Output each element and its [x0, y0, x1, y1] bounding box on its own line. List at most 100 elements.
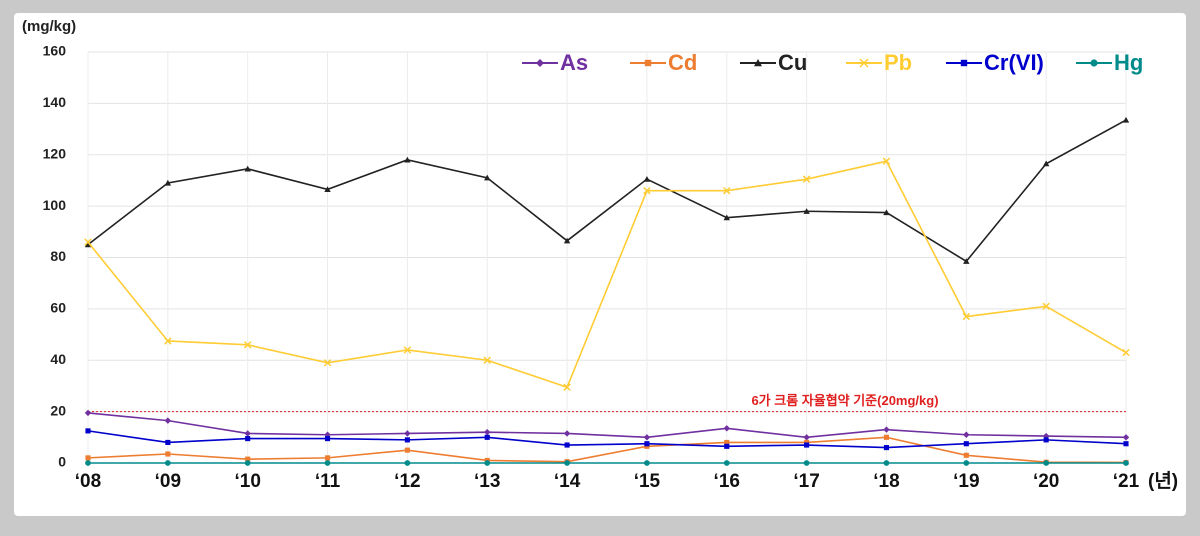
- series-line: [87, 119, 1127, 263]
- marker: [804, 442, 810, 448]
- grid: 0 20 40 60 80 100 120 140 160 ‘08 ‘09 ‘10 ‘11 ‘12 ‘13 ‘…: [43, 43, 1179, 492]
- marker: [882, 157, 891, 165]
- marker: [244, 430, 251, 437]
- marker: [324, 186, 331, 192]
- legend-label: Cr(VI): [984, 50, 1044, 75]
- marker: [403, 346, 412, 354]
- marker: [484, 174, 491, 181]
- marker: [643, 434, 651, 441]
- marker: [324, 460, 331, 466]
- x-tick-label: ‘19: [953, 471, 979, 492]
- legend-label: As: [560, 50, 588, 75]
- marker: [1123, 441, 1129, 447]
- y-tick-label: 40: [50, 351, 66, 367]
- marker: [723, 460, 730, 466]
- marker: [404, 430, 411, 437]
- y-axis-label: (mg/kg): [22, 18, 76, 35]
- marker: [1090, 59, 1098, 67]
- marker: [754, 59, 762, 67]
- marker: [85, 460, 91, 466]
- marker: [643, 175, 651, 182]
- marker: [644, 460, 650, 466]
- marker: [404, 460, 411, 466]
- marker: [723, 186, 731, 195]
- marker: [164, 460, 171, 466]
- marker: [883, 434, 890, 440]
- x-tick-label: ‘21: [1113, 471, 1140, 492]
- x-tick-label: ‘16: [714, 471, 740, 492]
- y-tick-label: 100: [43, 197, 67, 213]
- marker: [1123, 460, 1129, 466]
- marker: [883, 426, 890, 433]
- y-tick-label: 160: [43, 43, 67, 59]
- marker: [164, 337, 172, 345]
- chart-panel: [14, 13, 1186, 516]
- marker: [1043, 437, 1049, 443]
- marker: [724, 439, 730, 446]
- marker: [243, 341, 252, 349]
- marker: [883, 460, 890, 466]
- marker: [963, 460, 970, 466]
- reference-label: 6가 크롬 자율협약 기준(20mg/kg): [751, 393, 938, 408]
- legend-label: Hg: [1114, 50, 1143, 75]
- marker: [164, 179, 172, 186]
- marker: [564, 460, 570, 466]
- marker: [644, 443, 650, 449]
- marker: [484, 434, 490, 440]
- marker: [724, 443, 730, 449]
- x-tick-label: ‘12: [394, 471, 420, 492]
- marker: [244, 165, 251, 172]
- marker: [483, 356, 491, 364]
- y-tick-label: 0: [58, 454, 66, 470]
- marker: [404, 447, 410, 453]
- y-tick-label: 20: [50, 402, 66, 418]
- marker: [803, 434, 810, 441]
- marker: [404, 437, 410, 443]
- marker: [536, 59, 544, 67]
- marker: [85, 428, 91, 434]
- y-tick-label: 60: [50, 300, 66, 316]
- marker: [643, 186, 651, 195]
- series-line: [87, 436, 1127, 464]
- series-line: [87, 412, 1127, 439]
- marker: [804, 439, 810, 446]
- legend-label: Cu: [778, 50, 807, 75]
- plot-area: 6가 크롬 자율협약 기준(20mg/kg): [84, 116, 1130, 466]
- marker: [1122, 348, 1130, 357]
- marker: [245, 456, 251, 462]
- x-axis-label: (년): [1148, 470, 1178, 492]
- x-tick-label: ‘14: [554, 471, 581, 492]
- marker: [1043, 460, 1050, 466]
- marker: [960, 59, 968, 67]
- x-tick-label: ‘08: [75, 471, 101, 492]
- marker: [962, 312, 971, 321]
- marker: [803, 460, 810, 466]
- marker: [1122, 434, 1130, 441]
- marker: [324, 455, 331, 461]
- legend: As Cd Cu Pb Cr(VI) Hg: [522, 50, 1143, 75]
- marker: [484, 428, 491, 436]
- marker: [484, 460, 491, 466]
- marker: [963, 431, 970, 438]
- marker: [883, 445, 890, 451]
- y-tick-label: 120: [43, 145, 67, 161]
- marker: [723, 425, 730, 432]
- x-tick-label: ‘18: [873, 471, 899, 492]
- legend-label: Cd: [668, 50, 697, 75]
- x-tick-label: ‘17: [793, 471, 819, 492]
- marker: [84, 241, 92, 248]
- series-line: [87, 160, 1127, 389]
- legend-label: Pb: [884, 50, 912, 75]
- marker: [245, 436, 251, 442]
- x-tick-label: ‘10: [234, 471, 260, 492]
- marker: [723, 214, 730, 221]
- y-tick-label: 80: [50, 248, 66, 264]
- marker: [165, 439, 171, 446]
- marker: [323, 359, 332, 367]
- marker: [963, 452, 969, 458]
- marker: [803, 208, 810, 214]
- x-tick-label: ‘13: [474, 471, 500, 492]
- marker: [324, 436, 331, 442]
- marker: [963, 441, 969, 447]
- marker: [563, 237, 571, 244]
